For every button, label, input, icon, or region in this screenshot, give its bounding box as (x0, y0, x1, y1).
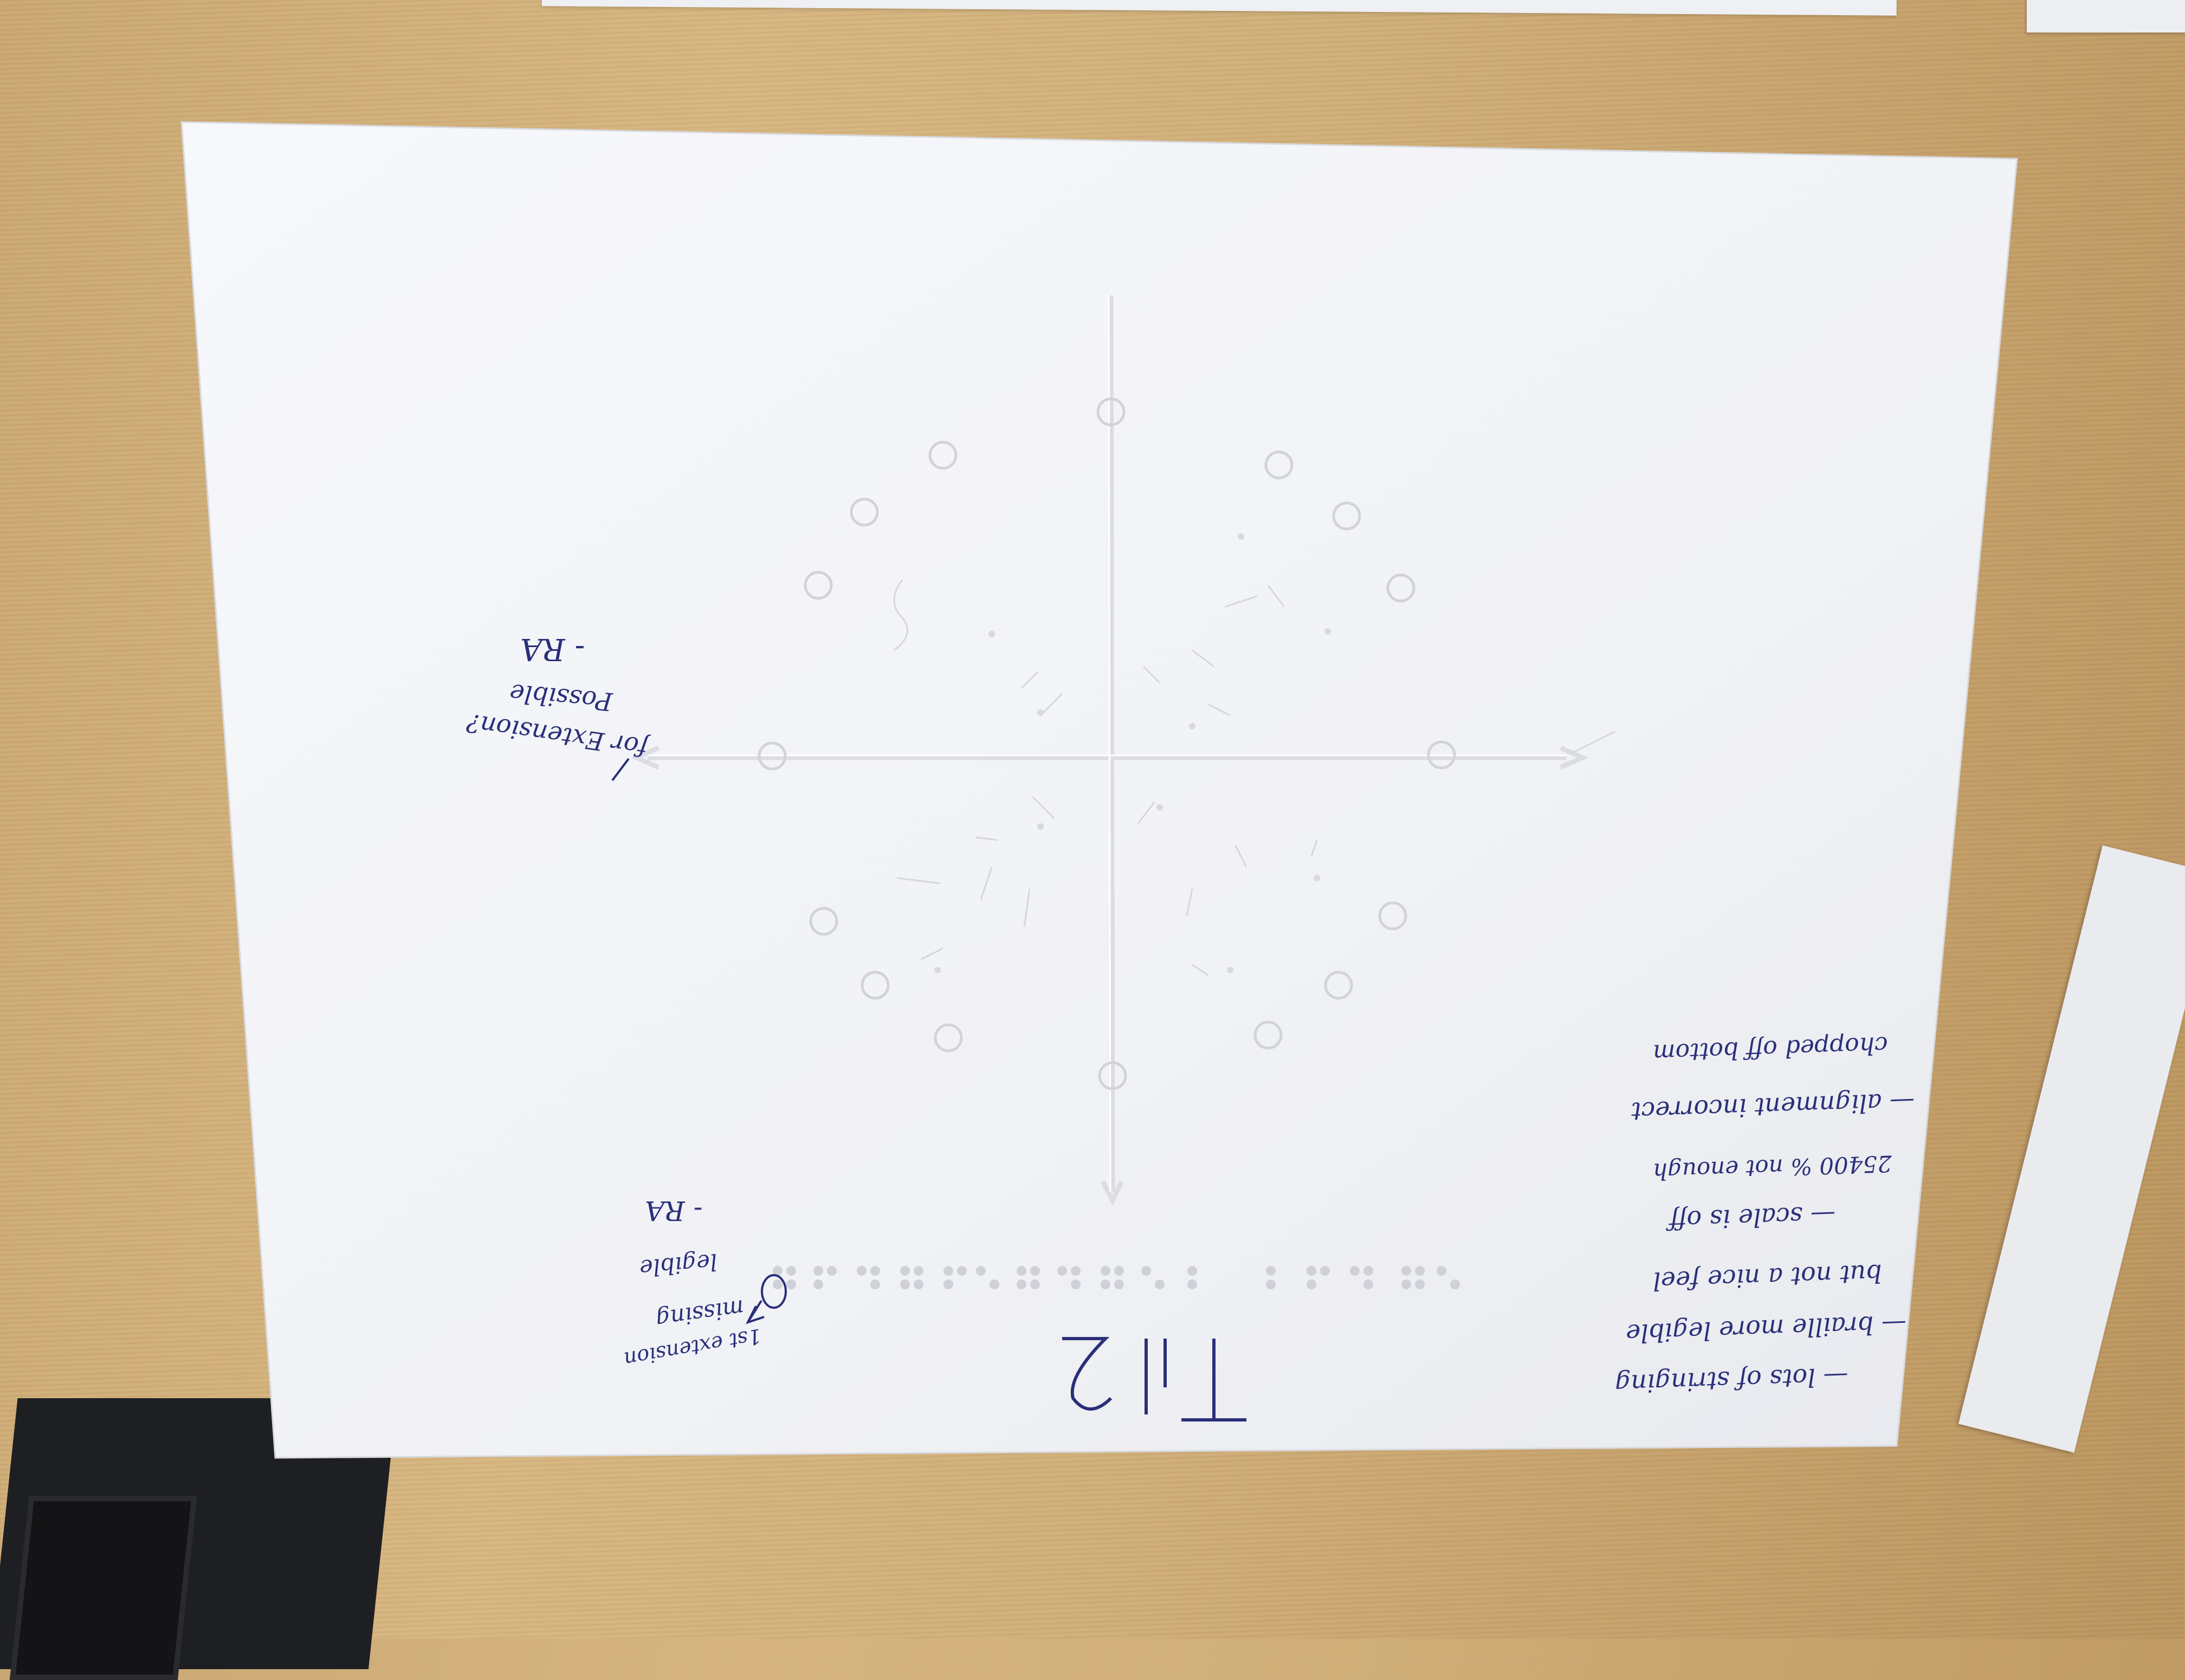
tray-slot (9, 1496, 197, 1680)
background-paper-corner (2027, 0, 2185, 33)
black-tray (0, 1398, 397, 1680)
wood-table (0, 0, 2185, 1639)
